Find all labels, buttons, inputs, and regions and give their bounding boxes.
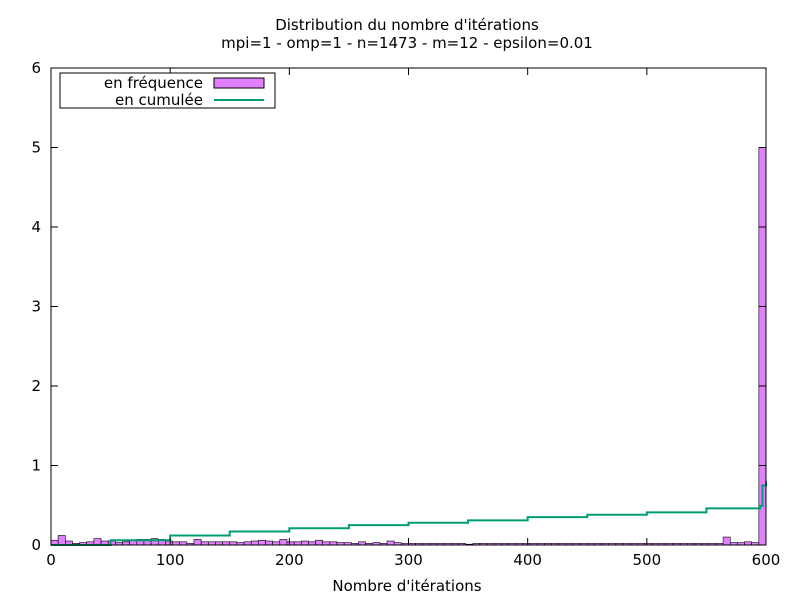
- bar-28: [250, 540, 259, 546]
- bar-47: [386, 540, 395, 546]
- y-tick-label-1: 1: [31, 457, 41, 475]
- bar-32: [279, 539, 288, 546]
- bar-35: [300, 540, 309, 546]
- y-tick-label-0: 0: [31, 536, 41, 554]
- bar-94: [722, 536, 731, 546]
- bar-29: [258, 539, 266, 546]
- legend-label-cumulative: en cumulée: [115, 91, 203, 109]
- chart-title: Distribution du nombre d'itérations: [275, 16, 539, 34]
- legend-swatch-frequency: [213, 77, 265, 89]
- x-tick-label-300: 300: [394, 551, 423, 569]
- x-tick-label-500: 500: [633, 551, 662, 569]
- y-tick-label-6: 6: [31, 59, 41, 77]
- x-axis-label: Nombre d'itérations: [332, 577, 481, 595]
- chart-subtitle: mpi=1 - omp=1 - n=1473 - m=12 - epsilon=…: [221, 34, 593, 52]
- y-tick-label-3: 3: [31, 298, 41, 316]
- bar-1: [57, 535, 66, 546]
- histogram-bars: [50, 147, 767, 546]
- bar-37: [315, 539, 323, 546]
- legend-label-frequency: en fréquence: [104, 74, 203, 92]
- bar-16: [165, 540, 173, 546]
- x-tick-label-100: 100: [156, 551, 185, 569]
- x-tick-label-600: 600: [752, 551, 781, 569]
- x-tick-label-0: 0: [46, 551, 56, 569]
- cumulative-line-group: [51, 481, 767, 546]
- y-tick-label-5: 5: [31, 139, 41, 157]
- plot-frame: [50, 67, 767, 546]
- bar-30: [265, 540, 273, 546]
- x-tick-label-200: 200: [275, 551, 304, 569]
- axis-ticks: 0 100 200 300 400 500 600 0 1 2 3 4 5 6: [31, 59, 780, 569]
- y-tick-label-4: 4: [31, 218, 41, 236]
- x-tick-label-400: 400: [513, 551, 542, 569]
- bar-20: [193, 539, 202, 546]
- y-tick-label-2: 2: [31, 377, 41, 395]
- cumulative-line: [51, 481, 767, 546]
- legend: en fréquence en cumulée: [59, 72, 276, 109]
